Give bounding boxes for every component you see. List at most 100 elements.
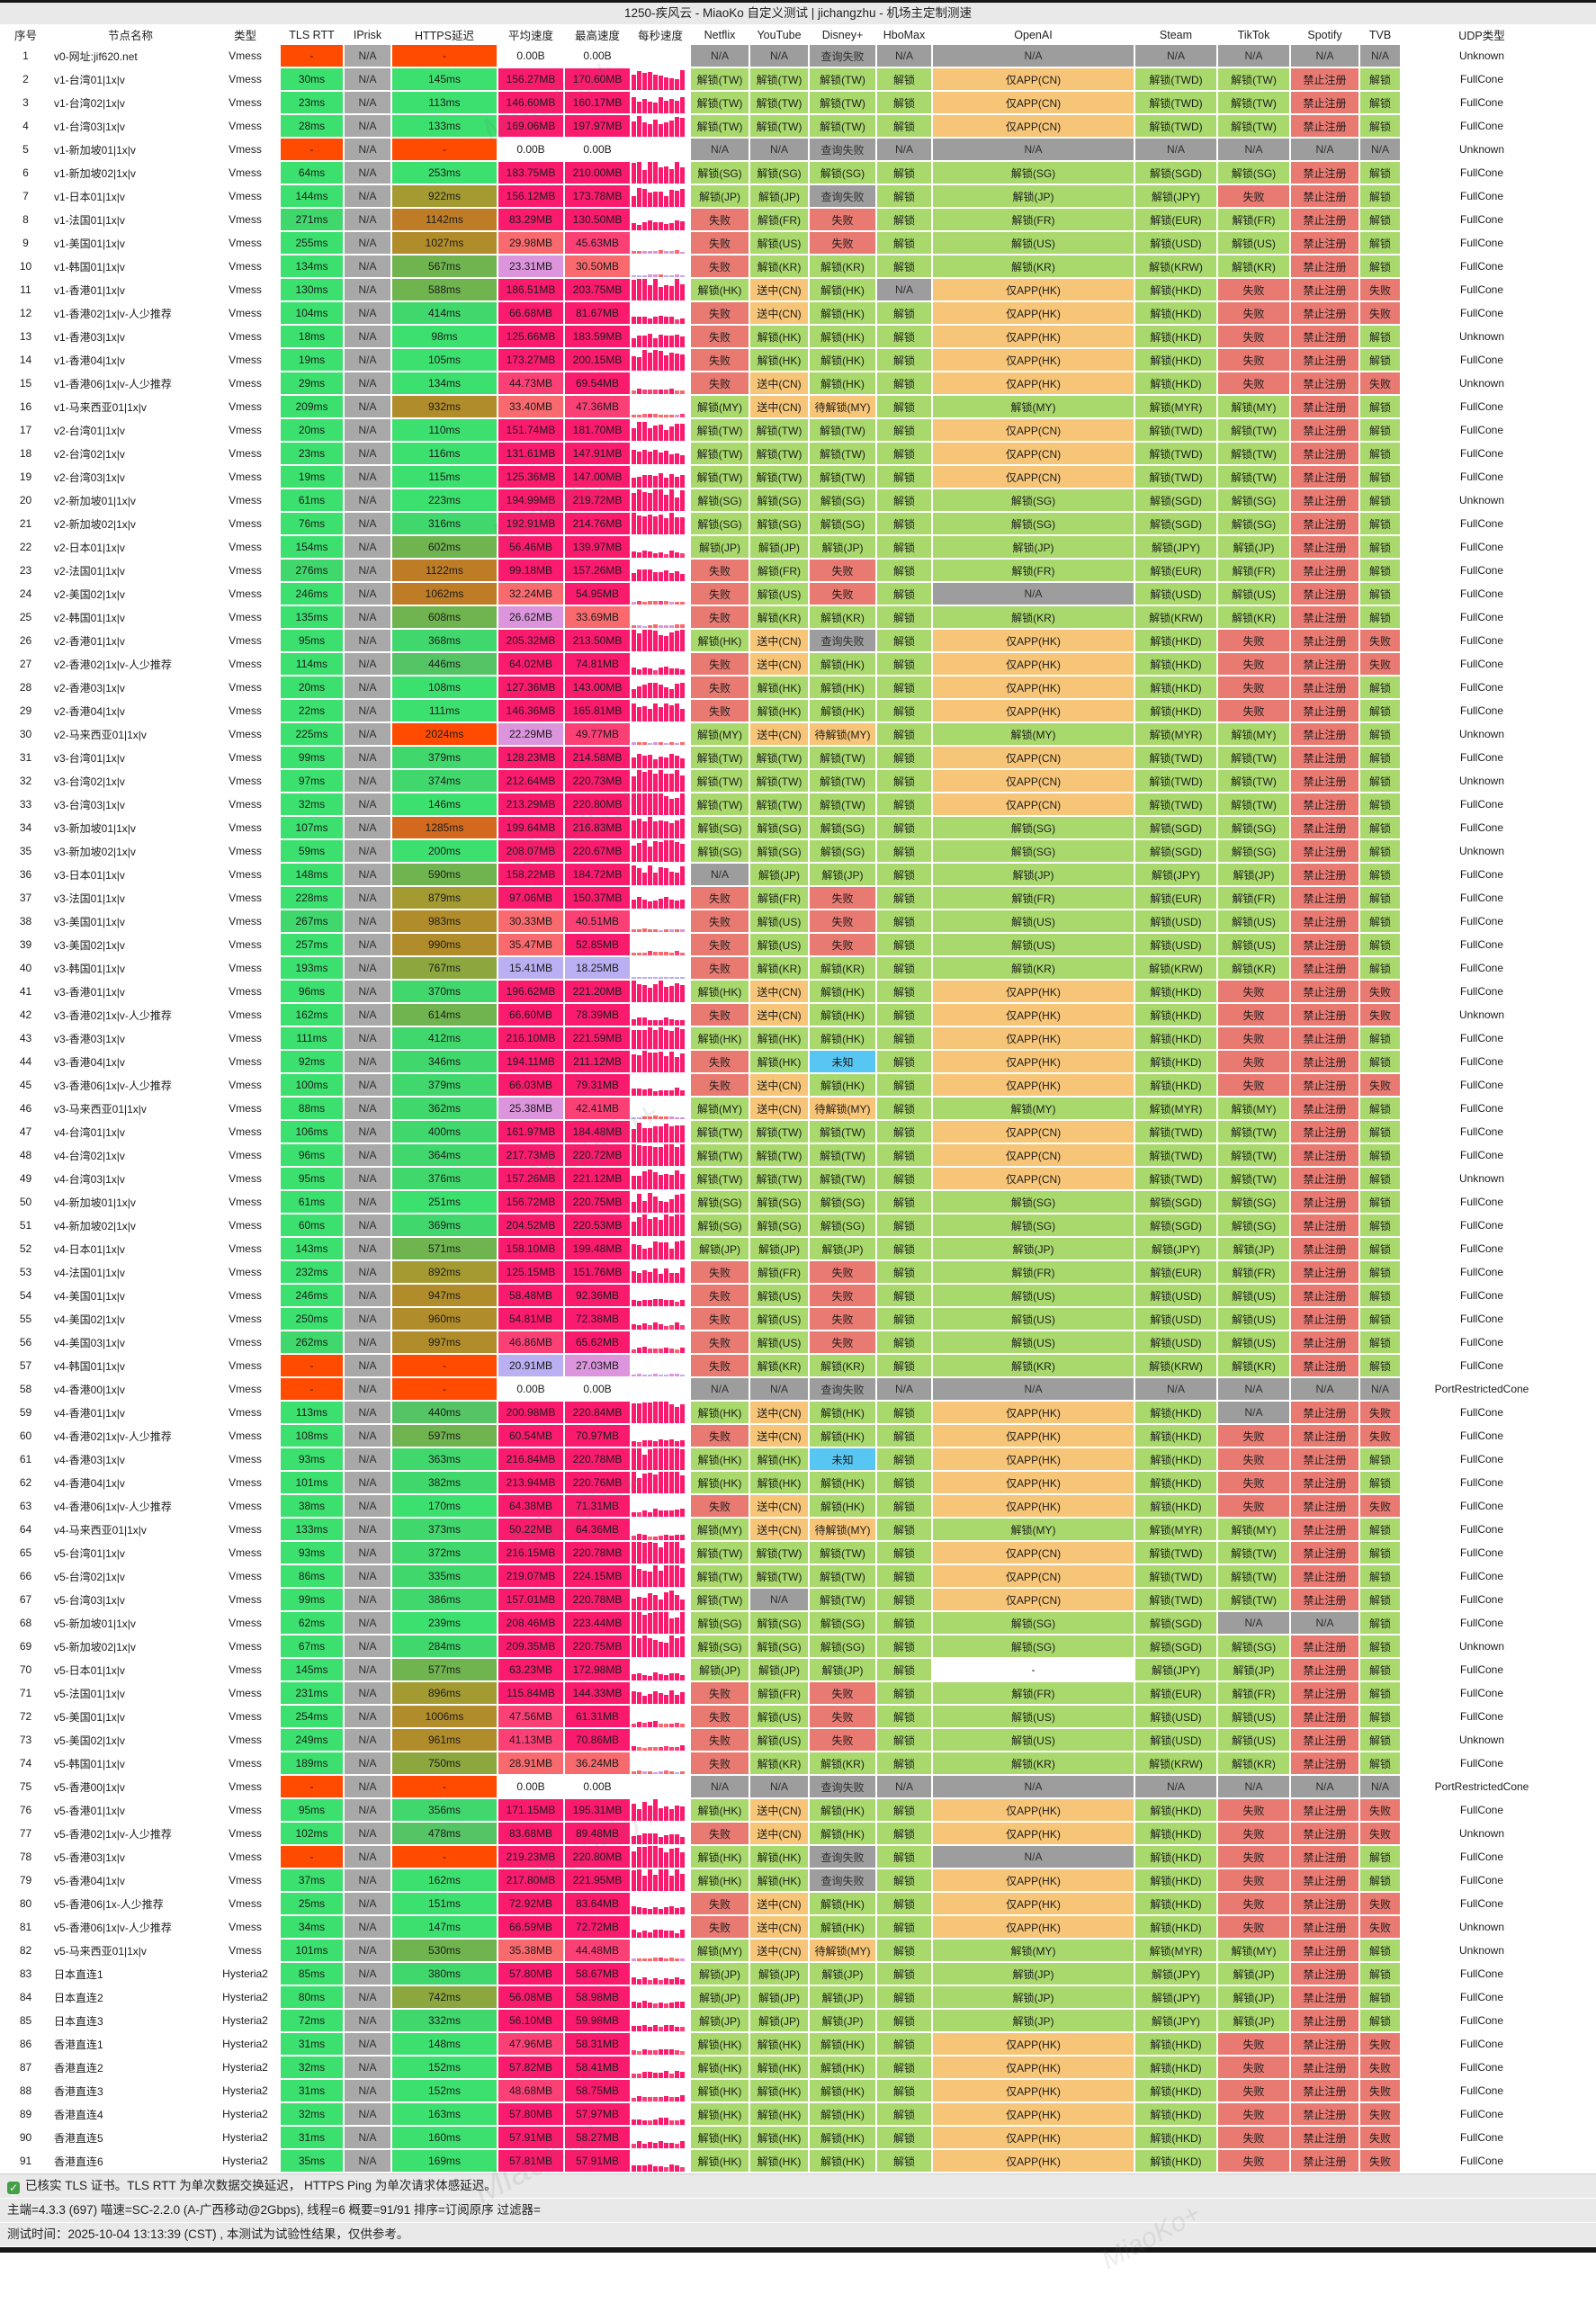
cell-index: 70 [19,1663,32,1676]
sparkline-bar [648,285,652,300]
cell-hbomax: 解锁 [877,1355,931,1376]
cell-node-name: v5-香港02|1x|v-人少推荐 [54,1827,172,1841]
cell-max-speed: 219.72MB [565,489,630,511]
cell-tvb: 解锁 [1360,68,1400,90]
cell-iprisk: N/A [345,1121,390,1143]
cell-iprisk: N/A [345,2103,390,2125]
cell-disney: 解锁(HK) [810,1799,875,1821]
cell-iprisk: N/A [345,1448,390,1470]
cell-max-speed: 184.48MB [565,1121,630,1143]
cell-spotify: 禁止注册 [1291,232,1358,254]
cell-tiktok: 失败 [1218,1074,1289,1096]
cell-disney: 失败 [810,934,875,955]
cell-netflix: 解锁(MY) [691,396,749,417]
cell-tvb: 解锁 [1360,1963,1400,1985]
cell-index: 2 [22,73,29,85]
sparkline-bar [675,191,679,207]
cell-tls-rtt: 101ms [281,1940,343,1961]
cell-hbomax: 解锁 [877,1940,931,1961]
cell-max-speed: 69.54MB [565,372,630,394]
sparkline-bar [632,1930,636,1938]
sparkline-bar [675,798,679,815]
cell-iprisk: N/A [345,1940,390,1961]
cell-tls-rtt: 28ms [281,115,343,137]
cell-udp-type: FullCone [1402,2010,1562,2031]
cell-openai: 仅APP(CN) [933,466,1134,488]
cell-youtube: 解锁(TW) [750,419,808,441]
cell-hbomax: 解锁 [877,1472,931,1493]
cell-tiktok: 解锁(MY) [1218,1098,1289,1119]
cell-openai: 仅APP(HK) [933,1448,1134,1470]
cell-type: Vmess [229,517,262,530]
cell-max-speed: 220.53MB [565,1214,630,1236]
cell-steam: 解锁(HKD) [1135,1495,1216,1517]
cell-spotify: 禁止注册 [1291,1308,1358,1330]
cell-hbomax: 解锁 [877,2103,931,2125]
sparkline-bar [669,474,674,488]
sparkline-bar [648,1020,652,1026]
cell-avg-speed: 35.38MB [498,1940,563,1961]
cell-tls-rtt: 64ms [281,162,343,184]
sparkline-bar [675,1448,679,1470]
cell-speed-chart [632,793,689,815]
cell-netflix: 解锁(SG) [691,1612,749,1634]
cell-max-speed: 58.98MB [565,1986,630,2008]
cell-type: Vmess [229,377,262,390]
cell-avg-speed: 58.48MB [498,1285,563,1306]
sparkline-bar [642,1543,647,1564]
sparkline-bar [632,820,636,838]
cell-tiktok: 失败 [1218,677,1289,698]
cell-iprisk: N/A [345,1027,390,1049]
sparkline-bar [675,873,679,885]
sparkline-bar [653,1172,658,1189]
cell-max-speed: 70.86MB [565,1729,630,1751]
cell-type: Vmess [229,1640,262,1653]
sparkline-bar [664,336,668,347]
cell-steam: 解锁(TWD) [1135,443,1216,464]
cell-hbomax: 解锁 [877,419,931,441]
speed-sparkline [632,1238,689,1259]
sparkline-bar [669,986,674,1002]
table-row: 21 v2-新加坡02|1x|v Vmess 76ms N/A 316ms 192.91MB… [2,513,1562,534]
cell-hbomax: 解锁 [877,466,931,488]
cell-udp-type: FullCone [1402,443,1562,464]
sparkline-bar [675,1214,679,1236]
table-row: 75 v5-香港00|1x|v Vmess - N/A -0.00B 0.00B N/A N/A… [2,1776,1562,1797]
cell-tls-rtt: - [281,45,343,67]
speed-sparkline [632,1682,689,1704]
cell-https-latency: 990ms [392,934,497,955]
cell-udp-type: FullCone [1402,934,1562,955]
cell-type: Vmess [229,1125,262,1138]
cell-openai: 解锁(US) [933,1285,1134,1306]
cell-https-latency: 146ms [392,793,497,815]
cell-node-name: v4-马来西亚01|1x|v [54,1523,147,1537]
sparkline-bar [632,1746,636,1751]
cell-iprisk: N/A [345,700,390,721]
cell-tiktok: 失败 [1218,700,1289,721]
cell-udp-type: FullCone [1402,1285,1562,1306]
cell-max-speed: 220.78MB [565,1448,630,1470]
sparkline-bar [669,823,674,838]
cell-tvb: 解锁 [1360,1542,1400,1564]
cell-udp-type: FullCone [1402,2033,1562,2055]
cell-disney: 解锁(TW) [810,1121,875,1143]
sparkline-bar [680,630,685,651]
cell-speed-chart [632,1144,689,1166]
cell-https-latency: 922ms [392,185,497,207]
cell-steam: 解锁(JPY) [1135,864,1216,885]
sparkline-bar [637,2119,641,2125]
cell-spotify: 禁止注册 [1291,1261,1358,1283]
cell-tvb: 解锁 [1360,1729,1400,1751]
sparkline-bar [659,1547,663,1564]
cell-max-speed: 173.78MB [565,185,630,207]
cell-tvb: 失败 [1360,2080,1400,2101]
sparkline-bar [642,1615,647,1634]
cell-udp-type: FullCone [1402,185,1562,207]
cell-max-speed: 33.69MB [565,606,630,628]
table-row: 80 v5-香港06|1x-人少推荐 Vmess 25ms N/A 151ms 72.92M… [2,1893,1562,1914]
cell-tiktok: 失败 [1218,326,1289,347]
sparkline-bar [653,1907,658,1914]
sparkline-bar [664,224,668,230]
cell-udp-type: FullCone [1402,1425,1562,1447]
cell-type: Vmess [229,447,262,460]
